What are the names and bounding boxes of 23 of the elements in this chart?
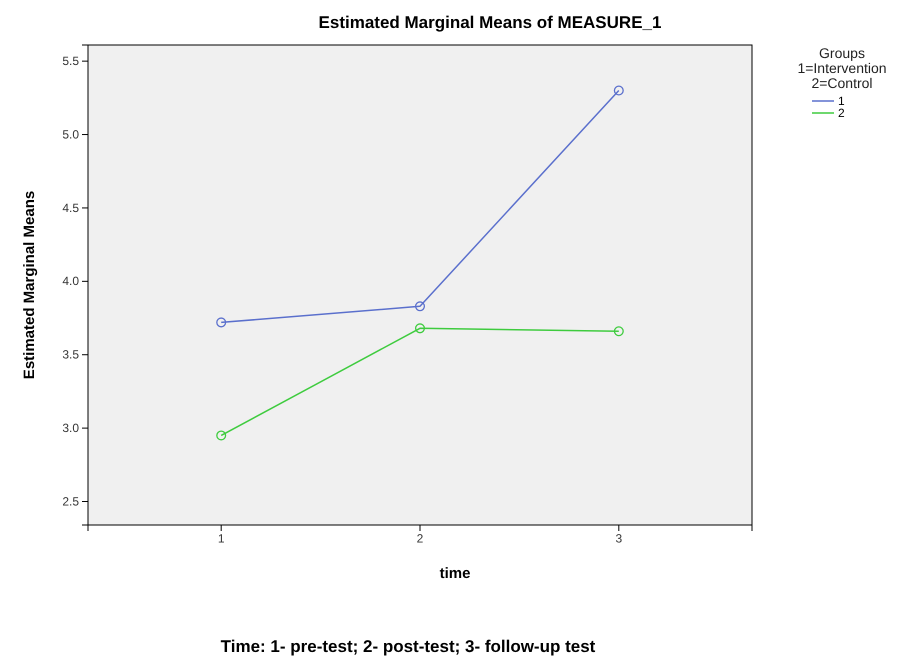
point bbox=[614, 85, 624, 96]
point bbox=[614, 326, 624, 336]
y-tick-label: 3.5 bbox=[62, 348, 80, 362]
text: Time: 1- pre-test; 2- post-test; 3- follow-up test bbox=[220, 637, 596, 656]
x-tick-label: 3 bbox=[615, 532, 622, 546]
y-tick-label: 2.5 bbox=[62, 494, 80, 508]
point bbox=[216, 430, 226, 440]
y-tick-label: 4.5 bbox=[62, 200, 80, 215]
chart-title: Estimated Marginal Means of MEASURE_1 bbox=[318, 13, 662, 32]
legend-label: 2 bbox=[838, 106, 845, 120]
legend-title: Groups 1=Intervention 2=Control bbox=[797, 45, 887, 91]
point bbox=[414, 323, 426, 334]
y-tick-label: 5.0 bbox=[62, 127, 80, 142]
x-tick-label: 1 bbox=[218, 532, 225, 546]
legend-label: 1 bbox=[838, 94, 845, 108]
x-axis-title: time bbox=[440, 565, 470, 582]
y-tick-label: 5.5 bbox=[62, 54, 80, 68]
y-tick-label: 4.0 bbox=[62, 274, 80, 288]
point bbox=[414, 301, 426, 312]
y-axis-title: Estimated Marginal Means bbox=[21, 190, 38, 380]
y-tick-label: 3.0 bbox=[62, 420, 80, 435]
point bbox=[216, 317, 226, 328]
x-tick-label: 2 bbox=[416, 532, 424, 546]
